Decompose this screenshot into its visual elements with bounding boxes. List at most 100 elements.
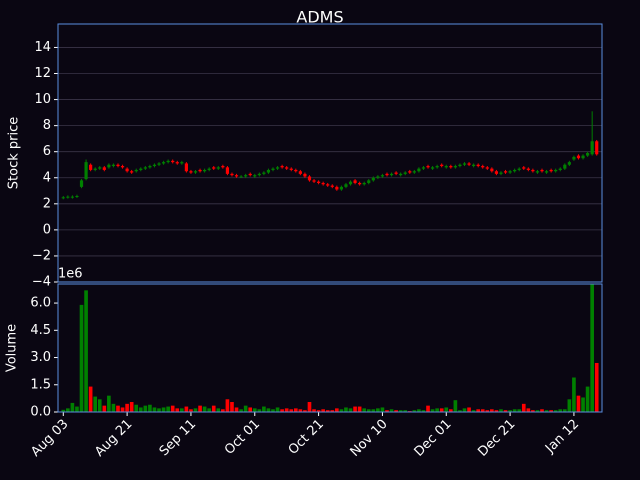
candle-body (189, 171, 193, 173)
candle-body (417, 168, 421, 172)
candle-body (98, 167, 102, 169)
candle-body (116, 164, 120, 167)
candle-body (275, 167, 280, 169)
candle-body (184, 163, 188, 172)
volume-bar (97, 399, 102, 412)
volume-bar (490, 409, 494, 412)
candle-body (535, 171, 540, 173)
volume-y-tick-label: 3.0 (30, 350, 51, 365)
volume-bar (517, 409, 522, 412)
volume-bar (257, 409, 262, 412)
y-tick-label: 14 (34, 40, 51, 55)
candle-body (362, 182, 366, 185)
volume-bar (175, 408, 180, 412)
x-tick-label: Dec 01 (412, 417, 455, 460)
volume-bar (590, 284, 594, 412)
volume-bar (211, 405, 216, 412)
candle-body (180, 162, 184, 164)
volume-bar (75, 406, 79, 412)
candle-body (440, 164, 444, 167)
candle-body (503, 171, 508, 173)
volume-bar (366, 409, 371, 412)
candle-body (221, 166, 225, 168)
volume-bar (202, 406, 207, 412)
volume-bar (316, 410, 321, 412)
volume-bar (293, 408, 298, 412)
volume-panel-frame (57, 283, 603, 413)
candle-body (312, 180, 316, 182)
candle-body (257, 173, 261, 176)
volume-bar (266, 408, 271, 412)
candle-body (335, 186, 339, 190)
x-tick-label: Aug 03 (28, 417, 71, 460)
y-tick-label: 12 (34, 66, 51, 81)
candle-body (244, 175, 248, 177)
volume-bar (193, 408, 198, 412)
candle-body (371, 177, 375, 181)
y-tick-label: 8 (43, 118, 51, 133)
candle-body (303, 173, 307, 177)
volume-bar (540, 409, 544, 412)
volume-bar (553, 410, 558, 412)
candle-body (139, 168, 143, 170)
candle-body (198, 169, 202, 172)
volume-bar (84, 290, 88, 412)
candle-body (462, 163, 467, 165)
candle-body (289, 168, 293, 170)
candle-body (239, 176, 243, 178)
candle-body (75, 196, 79, 197)
volume-bar (572, 377, 576, 412)
candle-body (166, 160, 170, 163)
volume-bar (225, 399, 230, 412)
candle-body (125, 168, 129, 172)
volume-bar (567, 399, 572, 412)
candle-body (572, 156, 576, 160)
candle-body (134, 169, 138, 172)
volume-bar (284, 408, 289, 412)
volume-bar (134, 404, 139, 412)
volume-bar (93, 396, 98, 412)
volume-bar (462, 408, 467, 412)
volume-bar (521, 403, 526, 412)
volume-bar (412, 410, 417, 412)
volume-bar (485, 410, 490, 412)
candle-body (526, 168, 530, 170)
volume-bar (471, 410, 476, 412)
volume-bar (376, 408, 380, 412)
x-tick-label: Oct 01 (222, 417, 263, 458)
volume-axis-label: Volume (5, 324, 20, 372)
volume-bar (61, 409, 66, 412)
candle-body (216, 167, 220, 169)
volume-bar (380, 407, 385, 412)
volume-bar (558, 409, 563, 412)
candle-body (193, 171, 198, 173)
volume-bar (66, 408, 70, 412)
candle-body (380, 175, 385, 177)
volume-bar (576, 395, 581, 412)
volume-bar (321, 409, 325, 412)
candle-body (203, 169, 207, 172)
volume-bar (594, 362, 599, 412)
candle-body (426, 166, 430, 168)
candle-body (581, 155, 585, 159)
candle-body (522, 167, 526, 169)
candle-body (403, 172, 407, 174)
candle-body (79, 180, 84, 187)
volume-y-tick-label: 0.0 (30, 405, 51, 420)
y-tick-label: 4 (43, 170, 51, 185)
volume-bar (216, 408, 221, 412)
volume-y-tick-label: 4.5 (30, 323, 51, 338)
volume-bar (230, 402, 234, 412)
candle-body (298, 171, 302, 174)
volume-bar (389, 409, 394, 412)
candle-body (490, 168, 494, 172)
candle-body (549, 169, 553, 172)
candle-body (472, 164, 476, 167)
volume-bar (88, 386, 93, 412)
y-tick-label: −2 (32, 248, 51, 263)
volume-bar (439, 408, 444, 412)
candle-body (280, 166, 284, 168)
candle-body (544, 171, 549, 173)
volume-bar (143, 405, 148, 412)
